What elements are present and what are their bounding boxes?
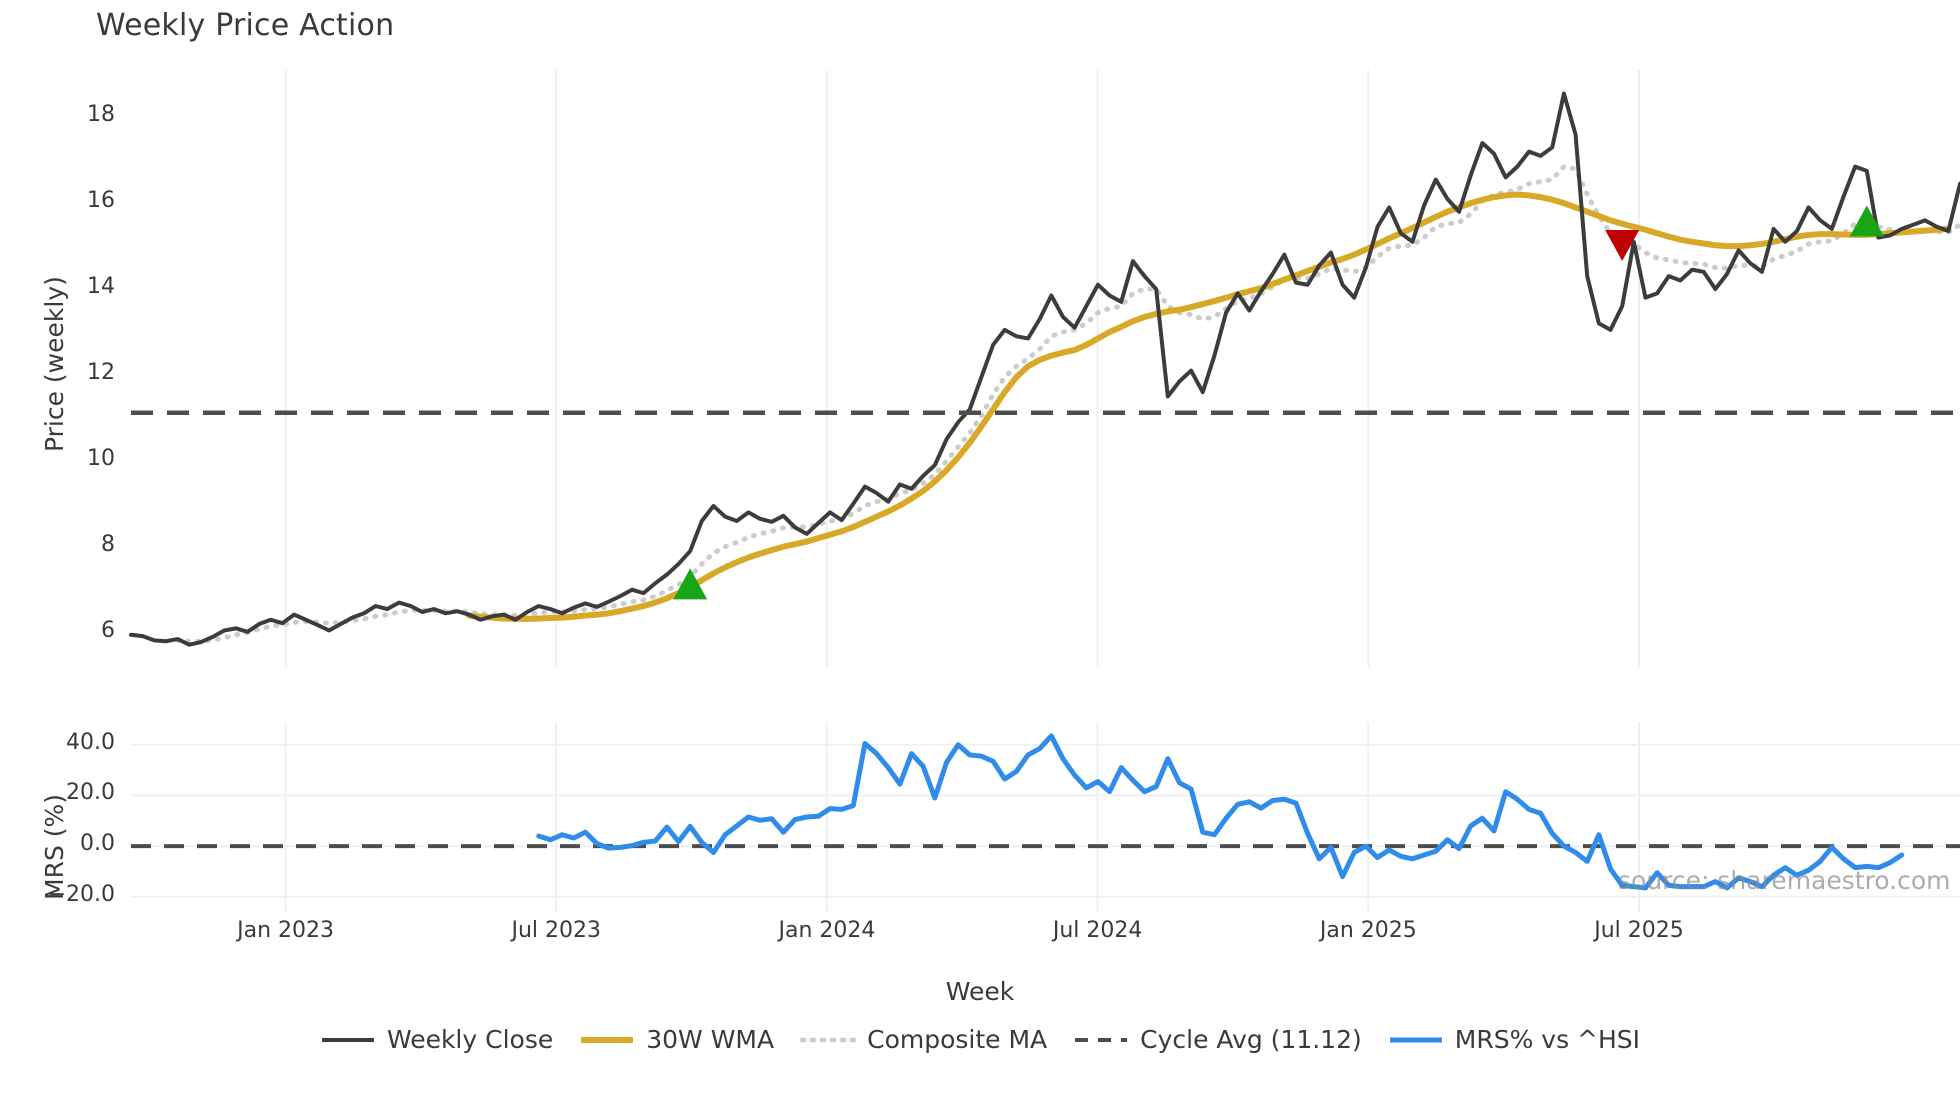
price-y-tick: 6 [101,617,115,643]
price-y-tick: 12 [87,359,115,385]
buy-signal-marker[interactable] [1849,205,1884,237]
x-tick: Jan 2025 [1319,918,1417,943]
mrs-y-tick: 40.0 [66,729,115,755]
legend-swatch-5 [1389,1037,1442,1042]
price-panel [129,91,1960,647]
legend-item[interactable]: Weekly Close [320,1025,553,1054]
mrs-panel [131,733,1960,891]
x-tick: Jul 2025 [1594,918,1684,943]
x-tick: Jul 2024 [1052,918,1143,943]
sell-signal-marker[interactable] [1605,230,1640,261]
x-tick: Jan 2023 [237,918,334,943]
series-mrs-percent [536,733,1905,891]
price-y-tick: 8 [101,531,115,557]
legend-item[interactable]: Composite MA [800,1025,1047,1054]
legend-label: MRS% vs ^HSI [1454,1025,1641,1054]
price-y-tick: 16 [87,188,115,214]
gridlines [131,70,1960,912]
x-tick: Jan 2024 [778,918,876,943]
legend-label: Weekly Close [386,1025,554,1054]
x-axis-label: Week [945,977,1015,1006]
x-tick: Jul 2023 [511,918,601,943]
legend-item[interactable]: 30W WMA [579,1025,774,1054]
legend-item[interactable]: Cycle Avg (11.12) [1073,1025,1362,1054]
legend-swatch-1 [321,1037,374,1042]
mrs-y-tick: 20.0 [66,780,115,806]
series-30w-wma [465,191,1952,622]
legend-swatch-3 [800,1037,857,1042]
chart-title: Weekly Price Action [96,8,395,43]
chart-legend: Weekly Close 30W WMA Composite MA Cycle Avg… [0,1025,1960,1054]
legend-swatch-2 [581,1036,634,1043]
price-y-tick: 18 [87,102,115,128]
price-y-tick: 10 [87,445,115,471]
legend-label: Cycle Avg (11.12) [1140,1025,1362,1054]
legend-swatch-4 [1075,1037,1128,1042]
legend-item[interactable]: MRS% vs ^HSI [1388,1025,1640,1054]
mrs-y-tick: 0.0 [80,831,115,857]
legend-label: Composite MA [867,1025,1048,1054]
price-y-tick: 14 [87,274,115,300]
mrs-y-tick: −20.0 [47,881,115,907]
legend-label: 30W WMA [646,1025,775,1054]
buy-signal-marker[interactable] [673,568,708,600]
series-weekly-close [129,91,1960,647]
source-watermark: source: sharemaestro.com [1618,866,1951,895]
series-composite-ma [175,164,1960,644]
